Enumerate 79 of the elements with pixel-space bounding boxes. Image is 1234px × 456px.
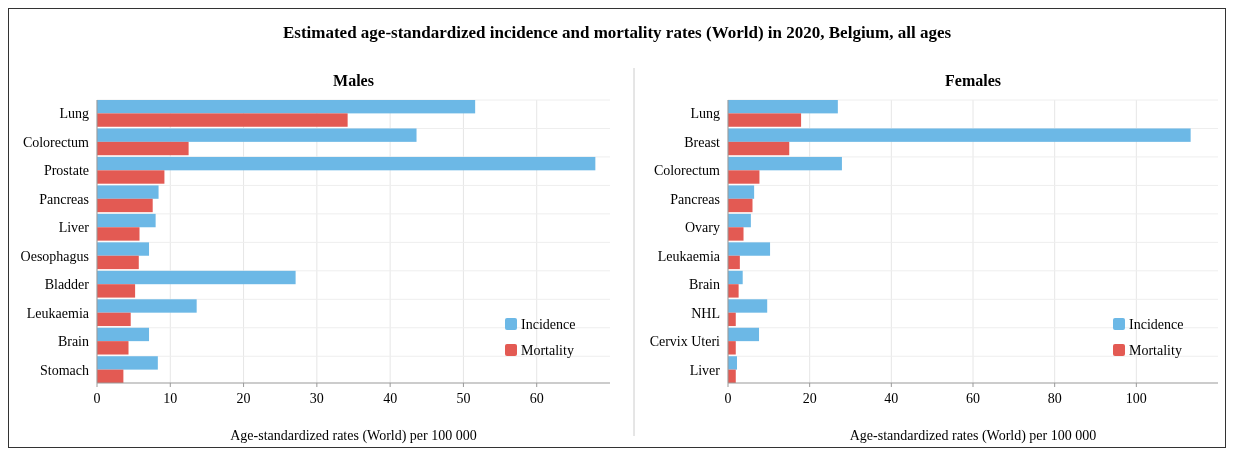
bar bbox=[97, 156, 596, 171]
bar bbox=[97, 356, 158, 370]
bar bbox=[728, 185, 755, 199]
bar bbox=[728, 198, 753, 213]
bar bbox=[97, 242, 150, 256]
bar bbox=[728, 356, 737, 370]
legend-label: Incidence bbox=[1129, 317, 1184, 332]
legend-label: Mortality bbox=[1129, 343, 1182, 358]
bar bbox=[728, 128, 1191, 142]
bar bbox=[728, 242, 771, 256]
x-tick-label: 20 bbox=[802, 391, 817, 406]
x-tick-label: 60 bbox=[966, 391, 980, 406]
y-tick-label: Lung bbox=[59, 106, 89, 122]
legend-label: Mortality bbox=[521, 343, 574, 358]
bar bbox=[97, 312, 131, 327]
bar bbox=[728, 100, 838, 114]
bar bbox=[97, 198, 153, 213]
bar bbox=[728, 284, 739, 298]
bar bbox=[728, 327, 760, 342]
bar bbox=[728, 141, 790, 156]
chart-title: Females bbox=[945, 72, 1001, 89]
y-tick-label: Brain bbox=[688, 277, 720, 293]
y-tick-label: Ovary bbox=[685, 220, 720, 236]
y-tick-label: Colorectum bbox=[22, 134, 90, 150]
y-tick-label: Colorectum bbox=[653, 163, 721, 179]
y-tick-label: Breast bbox=[684, 134, 721, 150]
y-tick-label: Leukaemia bbox=[657, 248, 721, 264]
x-tick-label: 40 bbox=[884, 391, 899, 406]
x-tick-label: 100 bbox=[1125, 391, 1147, 406]
x-tick-label: 20 bbox=[236, 391, 251, 406]
y-tick-label: Lung bbox=[690, 106, 720, 122]
bar bbox=[97, 185, 159, 199]
x-axis-title: Age-standardized rates (World) per 100 000 bbox=[230, 428, 477, 444]
bar bbox=[728, 341, 736, 355]
x-tick-label: 80 bbox=[1047, 391, 1062, 406]
y-tick-label: Bladder bbox=[44, 277, 90, 293]
y-tick-label: Pancreas bbox=[39, 191, 89, 207]
y-tick-label: Prostate bbox=[43, 163, 89, 179]
x-tick-label: 60 bbox=[529, 391, 544, 406]
x-tick-label: 50 bbox=[456, 391, 471, 406]
bar bbox=[728, 170, 760, 184]
y-tick-label: Cervix Uteri bbox=[649, 334, 721, 350]
x-tick-label: 0 bbox=[93, 391, 101, 406]
y-tick-label: Liver bbox=[689, 362, 721, 378]
y-tick-label: NHL bbox=[691, 305, 720, 321]
bar bbox=[97, 100, 476, 114]
bar bbox=[97, 270, 296, 285]
x-tick-label: 0 bbox=[724, 391, 732, 406]
bar bbox=[97, 113, 348, 127]
bar bbox=[728, 299, 768, 313]
y-tick-label: Liver bbox=[58, 220, 90, 236]
bar bbox=[97, 213, 156, 228]
bar bbox=[728, 270, 743, 285]
bar bbox=[97, 128, 417, 142]
x-tick-label: 10 bbox=[163, 391, 178, 406]
y-tick-label: Leukaemia bbox=[26, 305, 90, 321]
bar bbox=[97, 299, 197, 313]
legend-label: Incidence bbox=[521, 317, 576, 332]
text: Estimated age-standardized incidence and mortality rates (World) in 2020, Belgium, all ages bbox=[282, 23, 952, 42]
bar bbox=[97, 170, 165, 184]
bar bbox=[728, 255, 740, 270]
x-tick-label: 30 bbox=[309, 391, 324, 406]
y-tick-label: Pancreas bbox=[670, 191, 720, 207]
bar bbox=[728, 227, 744, 241]
bar bbox=[97, 284, 136, 298]
bar bbox=[728, 113, 802, 127]
x-tick-label: 40 bbox=[383, 391, 398, 406]
bar bbox=[97, 141, 189, 156]
bar bbox=[97, 341, 129, 355]
bar bbox=[97, 227, 140, 241]
y-tick-label: Stomach bbox=[40, 362, 89, 378]
bar bbox=[728, 156, 842, 171]
y-tick-label: Oesophagus bbox=[20, 248, 89, 264]
x-axis-title: Age-standardized rates (World) per 100 000 bbox=[849, 428, 1097, 444]
bar bbox=[728, 213, 751, 228]
bar bbox=[97, 255, 139, 270]
chart-title: Males bbox=[333, 72, 374, 89]
bar bbox=[97, 327, 150, 342]
y-tick-label: Brain bbox=[57, 334, 89, 350]
